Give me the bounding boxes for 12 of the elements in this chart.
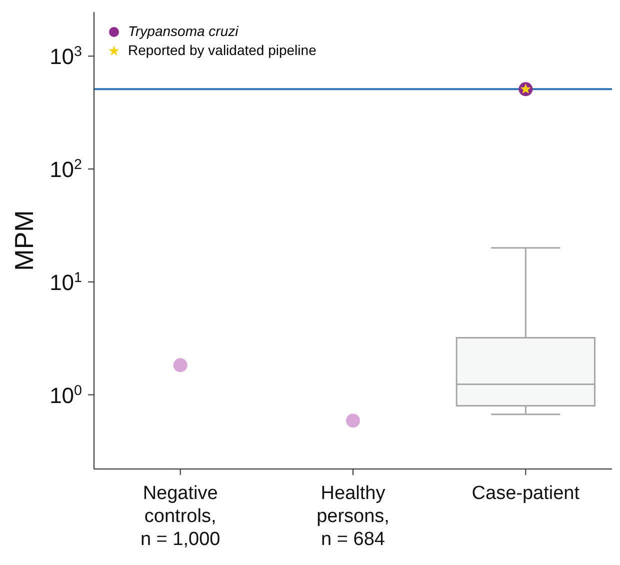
y-tick-label: 10$^{0}$ <box>50 382 82 408</box>
legend-label: Trypansoma cruzi <box>128 22 238 41</box>
x-tick-label: Negative controls, n = 1,000 <box>140 483 220 550</box>
point <box>346 414 360 428</box>
y-tick-label: 10$^{1}$ <box>50 270 82 295</box>
y-tick-label: 10$^{2}$ <box>50 157 82 182</box>
point <box>173 358 188 372</box>
x-tick-label: Case-patient <box>472 483 580 504</box>
legend-label: Reported by validated pipeline <box>128 41 316 60</box>
x-tick-label: Healthy persons, n = 684 <box>316 483 390 550</box>
y-tick-label: 10$^{3}$ <box>50 44 82 70</box>
y-axis-title: MPM <box>9 210 40 271</box>
